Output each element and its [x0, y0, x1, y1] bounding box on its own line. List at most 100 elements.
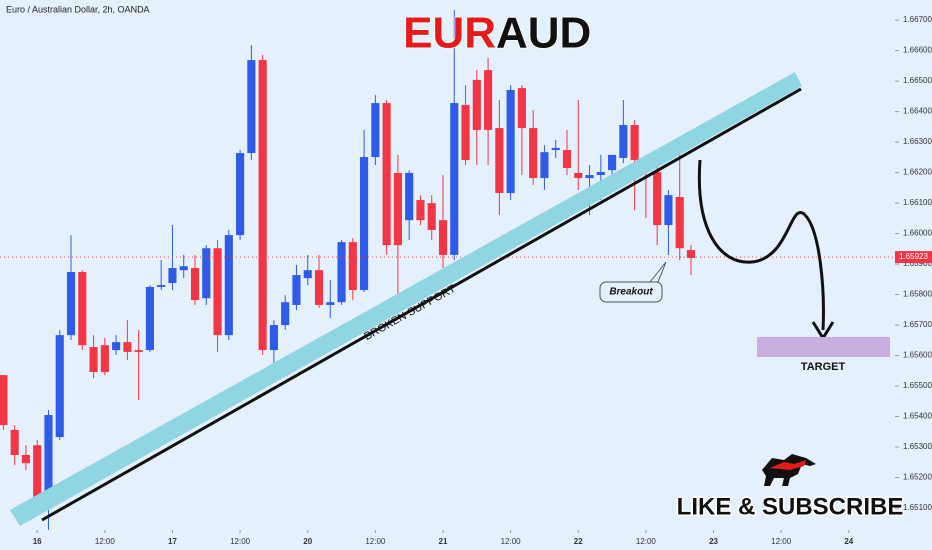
candle-body: [438, 220, 448, 255]
last-price-box: [895, 251, 932, 264]
target-zone: [757, 337, 890, 357]
candle-body: [653, 171, 662, 226]
candle-body: [562, 150, 572, 169]
candle-body: [292, 275, 301, 305]
candle-body: [326, 302, 335, 305]
candle-body: [630, 125, 639, 161]
support-line: [41, 87, 802, 522]
candle-body: [55, 335, 64, 437]
candle-body: [337, 242, 346, 303]
candle-body: [123, 342, 132, 352]
candle-body: [258, 60, 267, 351]
y-tick-label: 1.65200: [903, 473, 932, 482]
symbol-label: Euro / Australian Dollar, 2h, OANDA: [6, 4, 150, 14]
x-tick-label: 12:00: [771, 537, 792, 546]
y-tick-label: 1.66500: [903, 76, 932, 85]
x-tick-label: 17: [168, 537, 177, 546]
y-tick-label: 1.65100: [903, 503, 932, 512]
y-tick-label: 1.65300: [903, 442, 932, 451]
candle-body: [427, 203, 436, 230]
candle-body: [202, 248, 211, 299]
x-tick-label: 22: [574, 537, 583, 546]
x-tick-label: 24: [844, 537, 853, 546]
candle-body: [461, 104, 470, 161]
y-tick-label: 1.65900: [903, 259, 932, 268]
candle-body: [405, 172, 414, 221]
candle-body: [360, 157, 369, 291]
y-tick-label: 1.66200: [903, 168, 932, 177]
candle-body: [619, 125, 628, 158]
candle-body: [269, 325, 278, 351]
candle-body: [10, 429, 19, 455]
candle-body: [551, 147, 560, 151]
x-tick-label: 12:00: [230, 537, 251, 546]
x-tick-label: 12:00: [365, 537, 386, 546]
candle-body: [686, 250, 696, 258]
candle-body: [450, 103, 459, 255]
x-tick-label: 23: [709, 537, 718, 546]
candle-body: [66, 272, 76, 336]
bull-icon-accent: [770, 460, 806, 470]
y-tick-label: 1.66700: [903, 15, 932, 24]
breakout-label: Breakout: [609, 287, 653, 298]
candle-body: [574, 172, 583, 179]
x-tick-label: 21: [439, 537, 448, 546]
x-tick-label: 12:00: [95, 537, 116, 546]
y-tick-label: 1.65500: [903, 381, 932, 390]
candle-body: [540, 152, 549, 179]
candle-body: [89, 347, 98, 373]
title-part: EUR: [403, 9, 496, 58]
candle-body: [393, 172, 402, 246]
candle-body: [145, 286, 154, 351]
x-tick-label: 20: [303, 537, 312, 546]
candle-body: [157, 285, 166, 287]
y-tick-label: 1.65600: [903, 351, 932, 360]
candle-body: [213, 248, 222, 336]
candle-body: [303, 270, 312, 279]
candle-body: [247, 60, 256, 154]
y-tick-label: 1.66600: [903, 46, 932, 55]
y-tick-label: 1.65400: [903, 412, 932, 421]
candle-body: [78, 272, 87, 346]
candle-body: [112, 342, 121, 351]
candle-body: [33, 445, 42, 505]
support-band: [10, 72, 802, 526]
breakout-callout: [599, 261, 667, 303]
candle-body: [179, 266, 188, 271]
candle-body: [517, 88, 526, 129]
y-tick-label: 1.65700: [903, 320, 932, 329]
y-tick-label: 1.65800: [903, 290, 932, 299]
x-tick-label: 16: [33, 537, 42, 546]
candle-body: [21, 454, 30, 464]
candle-body: [168, 268, 177, 283]
candle-body: [348, 242, 357, 291]
x-tick-label: 12:00: [636, 537, 657, 546]
x-tick-label: 12:00: [501, 537, 522, 546]
candle-body: [190, 268, 200, 301]
candle-body: [281, 302, 290, 326]
candle-body: [585, 175, 594, 179]
target-label: TARGET: [801, 361, 846, 373]
candle-body: [495, 128, 504, 194]
candle-body: [416, 200, 425, 221]
candle-body: [134, 350, 143, 352]
candle-body: [314, 270, 324, 305]
candle-body: [529, 128, 538, 179]
y-tick-label: 1.66300: [903, 137, 932, 146]
y-tick-label: 1.66100: [903, 198, 932, 207]
candle-body: [224, 235, 233, 336]
candle-body: [371, 103, 380, 158]
candle-body: [236, 153, 245, 236]
candle-body: [0, 375, 8, 426]
candle-body: [484, 70, 493, 130]
candle-body: [382, 103, 391, 246]
projection-arrow: [697, 159, 825, 331]
y-tick-label: 1.66400: [903, 107, 932, 116]
candle-body: [675, 196, 684, 249]
candle-body: [596, 171, 605, 176]
last-price-label: 1.65923: [899, 252, 928, 261]
candle-body: [608, 154, 617, 171]
y-tick-label: 1.66000: [903, 229, 932, 238]
candle-body: [506, 89, 515, 194]
